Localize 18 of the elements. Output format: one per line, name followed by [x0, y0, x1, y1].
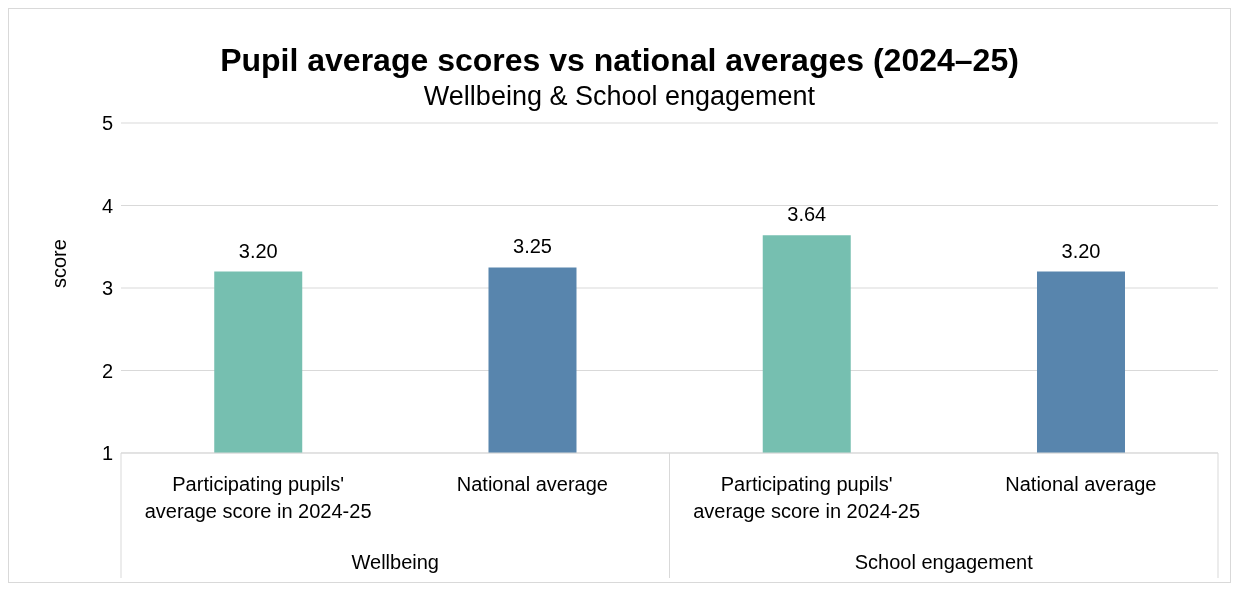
data-label: 3.20: [238, 239, 278, 262]
x-tick-label: Participating pupils' average score in 2024-25: [693, 473, 921, 522]
data-label: 3.25: [513, 235, 552, 258]
x-tick-label: National average: [1005, 473, 1157, 495]
text: Wellbeing: [351, 551, 439, 573]
chart-subtitle: Wellbeing & School engagement: [422, 80, 817, 113]
x-tick-label: Participating pupils' average score in 2024-25: [144, 473, 372, 522]
y-tick-label: 3: [101, 277, 113, 300]
data-label: 3.64: [787, 203, 827, 226]
text: School engagement: [854, 551, 1034, 573]
y-tick-label: 4: [101, 194, 113, 217]
chart-title: Pupil average scores vs national averages (2024–25): [219, 41, 1020, 79]
y-axis-title: score: [48, 239, 71, 288]
y-tick-label: 1: [101, 442, 113, 465]
y-tick-label: 2: [101, 359, 113, 382]
data-label: 3.20: [1061, 239, 1101, 262]
y-tick-label: 5: [101, 112, 113, 135]
x-tick-label: National average: [456, 473, 608, 495]
